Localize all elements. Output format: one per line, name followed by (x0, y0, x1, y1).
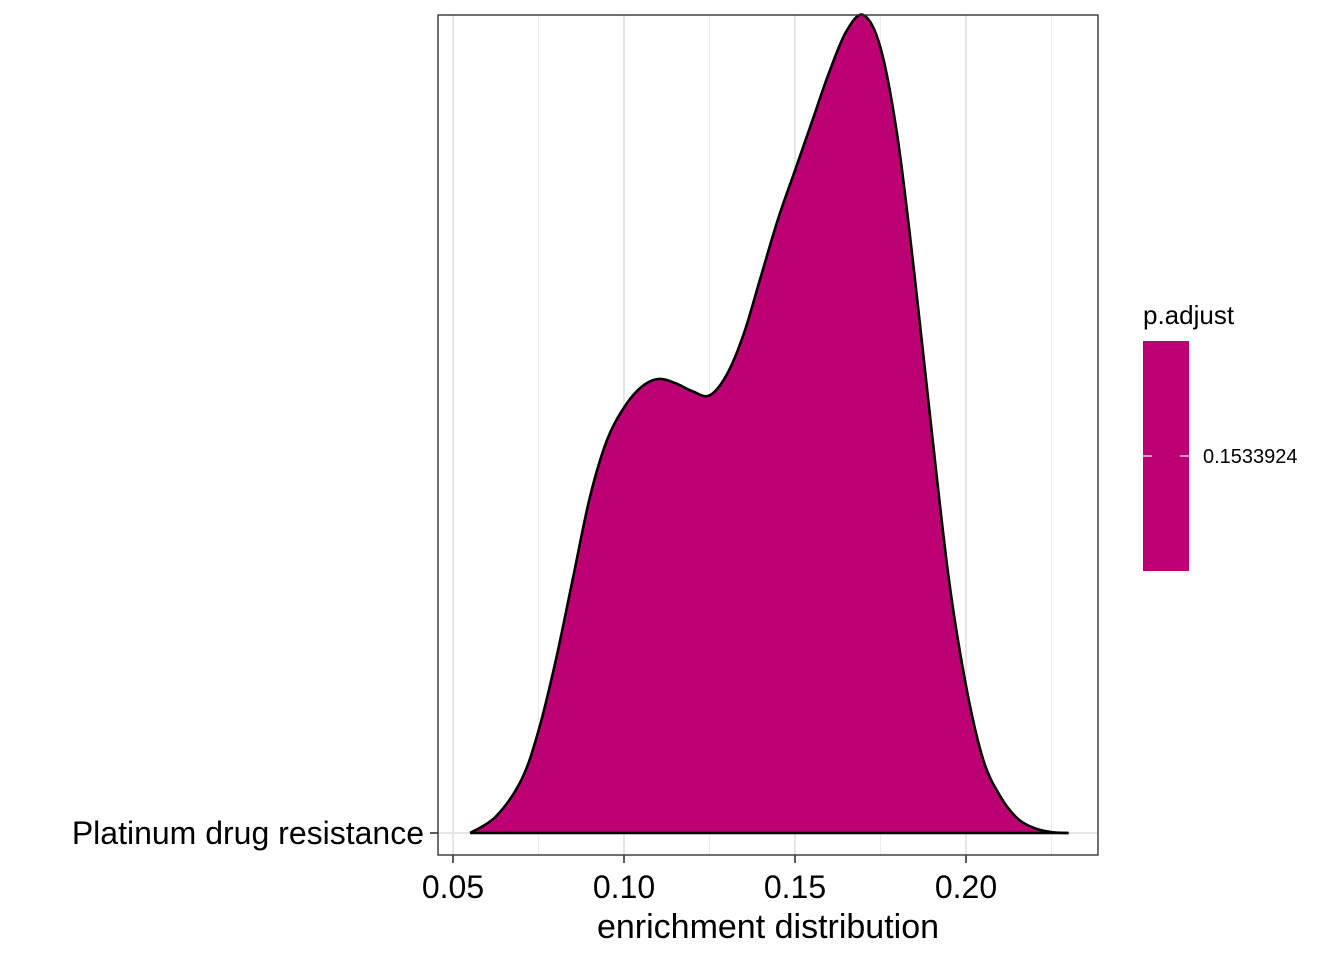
legend-title: p.adjust (1143, 300, 1235, 330)
x-tick-label: 0.15 (764, 869, 826, 905)
x-tick-label: 0.10 (593, 869, 655, 905)
density-outline (469, 13, 1069, 835)
legend: p.adjust 0.1533924 (1143, 300, 1298, 571)
x-axis: 0.05 0.10 0.15 0.20 (422, 855, 997, 905)
density-area (470, 14, 1069, 833)
y-axis: Platinum drug resistance (72, 815, 438, 851)
density-layer (469, 13, 1069, 835)
legend-label: 0.1533924 (1203, 446, 1298, 468)
x-axis-title: enrichment distribution (597, 908, 939, 946)
y-tick-label: Platinum drug resistance (72, 815, 424, 851)
plot-border (437, 14, 1099, 856)
x-tick-label: 0.05 (422, 869, 484, 905)
x-tick-label: 0.20 (935, 869, 997, 905)
